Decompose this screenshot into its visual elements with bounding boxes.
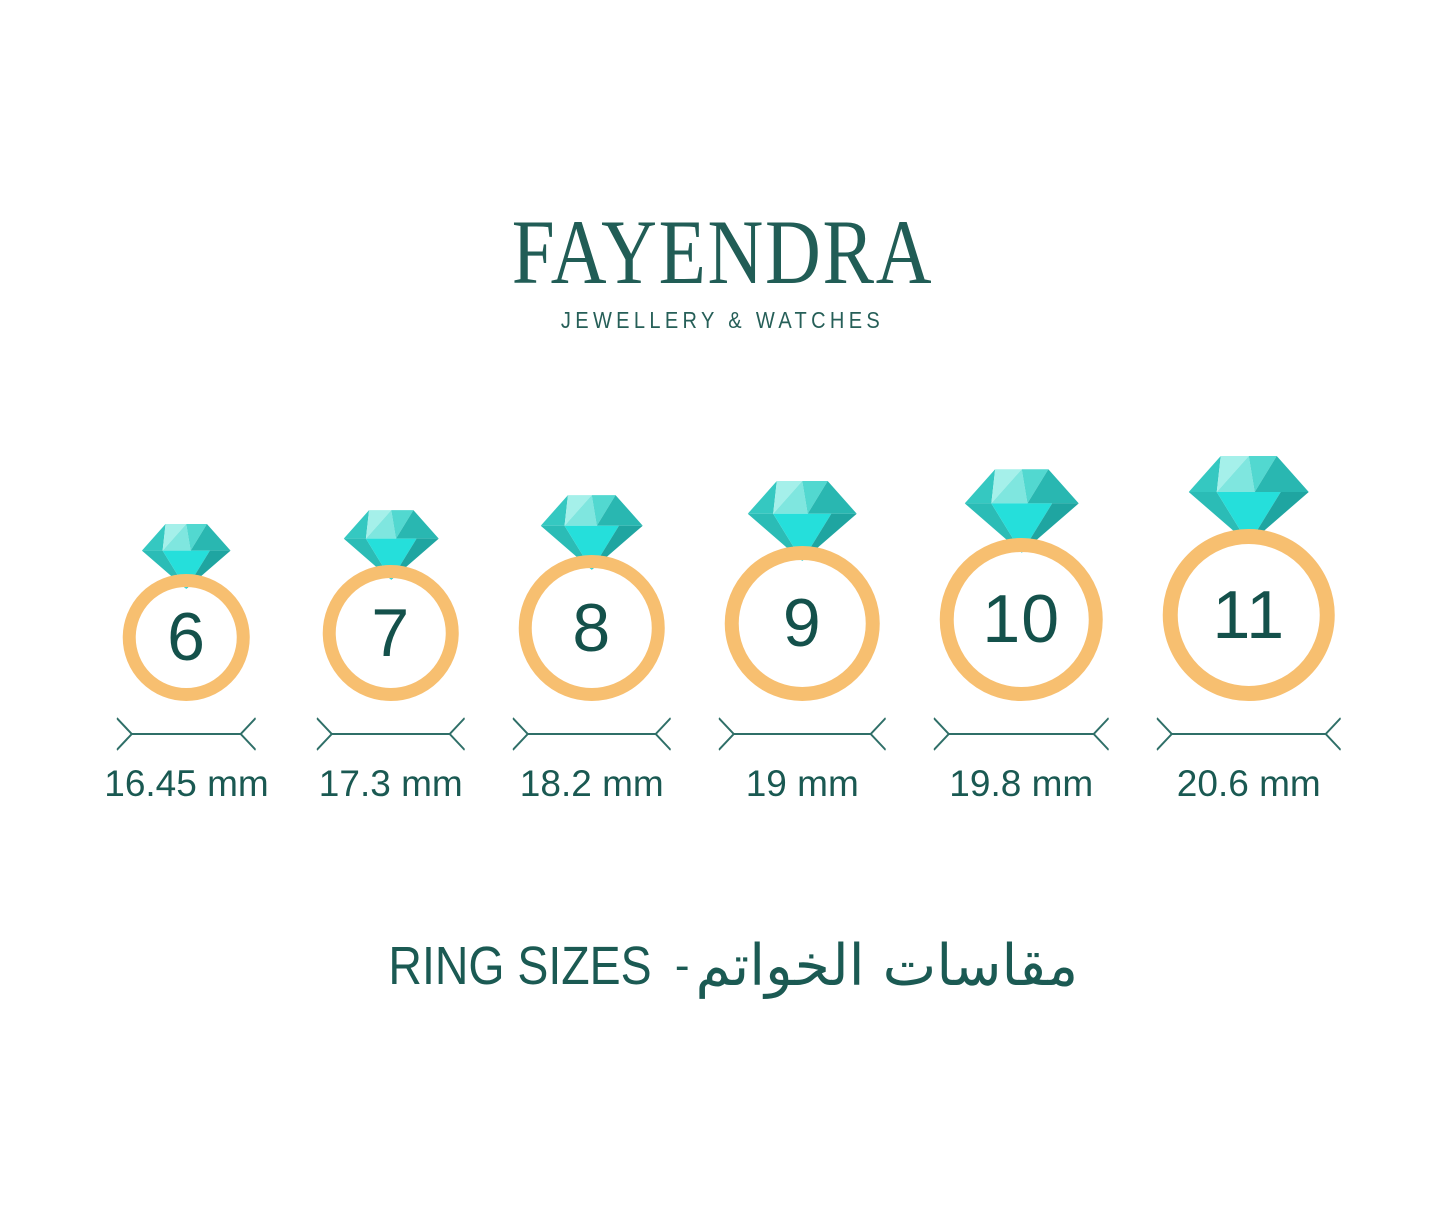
ring-size-number: 11 <box>1212 576 1286 653</box>
ring-size-item: 9 19 mm <box>718 480 886 804</box>
diamond-icon <box>540 494 643 570</box>
ring-band: 10 <box>939 537 1103 701</box>
ring-size-number: 8 <box>572 589 612 666</box>
ring-size-number: 9 <box>782 585 822 662</box>
ring-size-number: 6 <box>167 599 206 676</box>
ring-band: 8 <box>518 554 665 701</box>
diameter-label: 17.3 mm <box>318 762 463 804</box>
diamond-icon <box>142 523 231 589</box>
footer-title-arabic: مقاسات الخواتم <box>695 933 1079 999</box>
dimension-arrow-icon <box>316 716 465 751</box>
ring-size-item: 11 20.6 mm <box>1156 455 1341 804</box>
diameter-label: 20.6 mm <box>1176 762 1321 804</box>
ring-band: 6 <box>122 573 250 701</box>
brand-tagline: JEWELLERY & WATCHES <box>560 307 885 333</box>
ring-size-item: 7 17.3 mm <box>316 509 465 804</box>
footer-title-english: RING SIZES <box>388 936 652 996</box>
brand-name: FAYENDRA <box>511 201 934 303</box>
ring-size-item: 8 18.2 mm <box>512 494 671 804</box>
ring-size-number: 7 <box>371 594 411 671</box>
ring-band: 7 <box>322 564 459 701</box>
dimension-arrow-icon <box>1156 716 1341 751</box>
diameter-label: 19 mm <box>745 762 859 804</box>
dimension-arrow-icon <box>933 716 1109 751</box>
diameter-label: 16.45 mm <box>104 762 269 804</box>
footer-title: RING SIZES - مقاسات الخواتم <box>0 933 1445 999</box>
ring-band: 11 <box>1162 528 1335 701</box>
ring-band: 9 <box>724 545 880 701</box>
ring-size-item: 10 19.8 mm <box>933 468 1109 804</box>
diameter-label: 18.2 mm <box>519 762 664 804</box>
dimension-arrow-icon <box>512 716 671 751</box>
ring-size-item: 6 16.45 mm <box>104 523 269 804</box>
diameter-label: 19.8 mm <box>949 762 1094 804</box>
dimension-arrow-icon <box>116 716 256 751</box>
footer-title-separator: - <box>674 941 690 990</box>
dimension-arrow-icon <box>718 716 886 751</box>
brand-logo: FAYENDRA JEWELLERY & WATCHES <box>0 206 1445 334</box>
diamond-icon <box>747 480 857 561</box>
diamond-icon <box>964 468 1079 553</box>
rings-row: 6 16.45 mm 7 17.3 mm 8 18.2 mm 9 19 mm 10 19.8 mm… <box>104 455 1341 804</box>
ring-size-number: 10 <box>982 581 1061 658</box>
